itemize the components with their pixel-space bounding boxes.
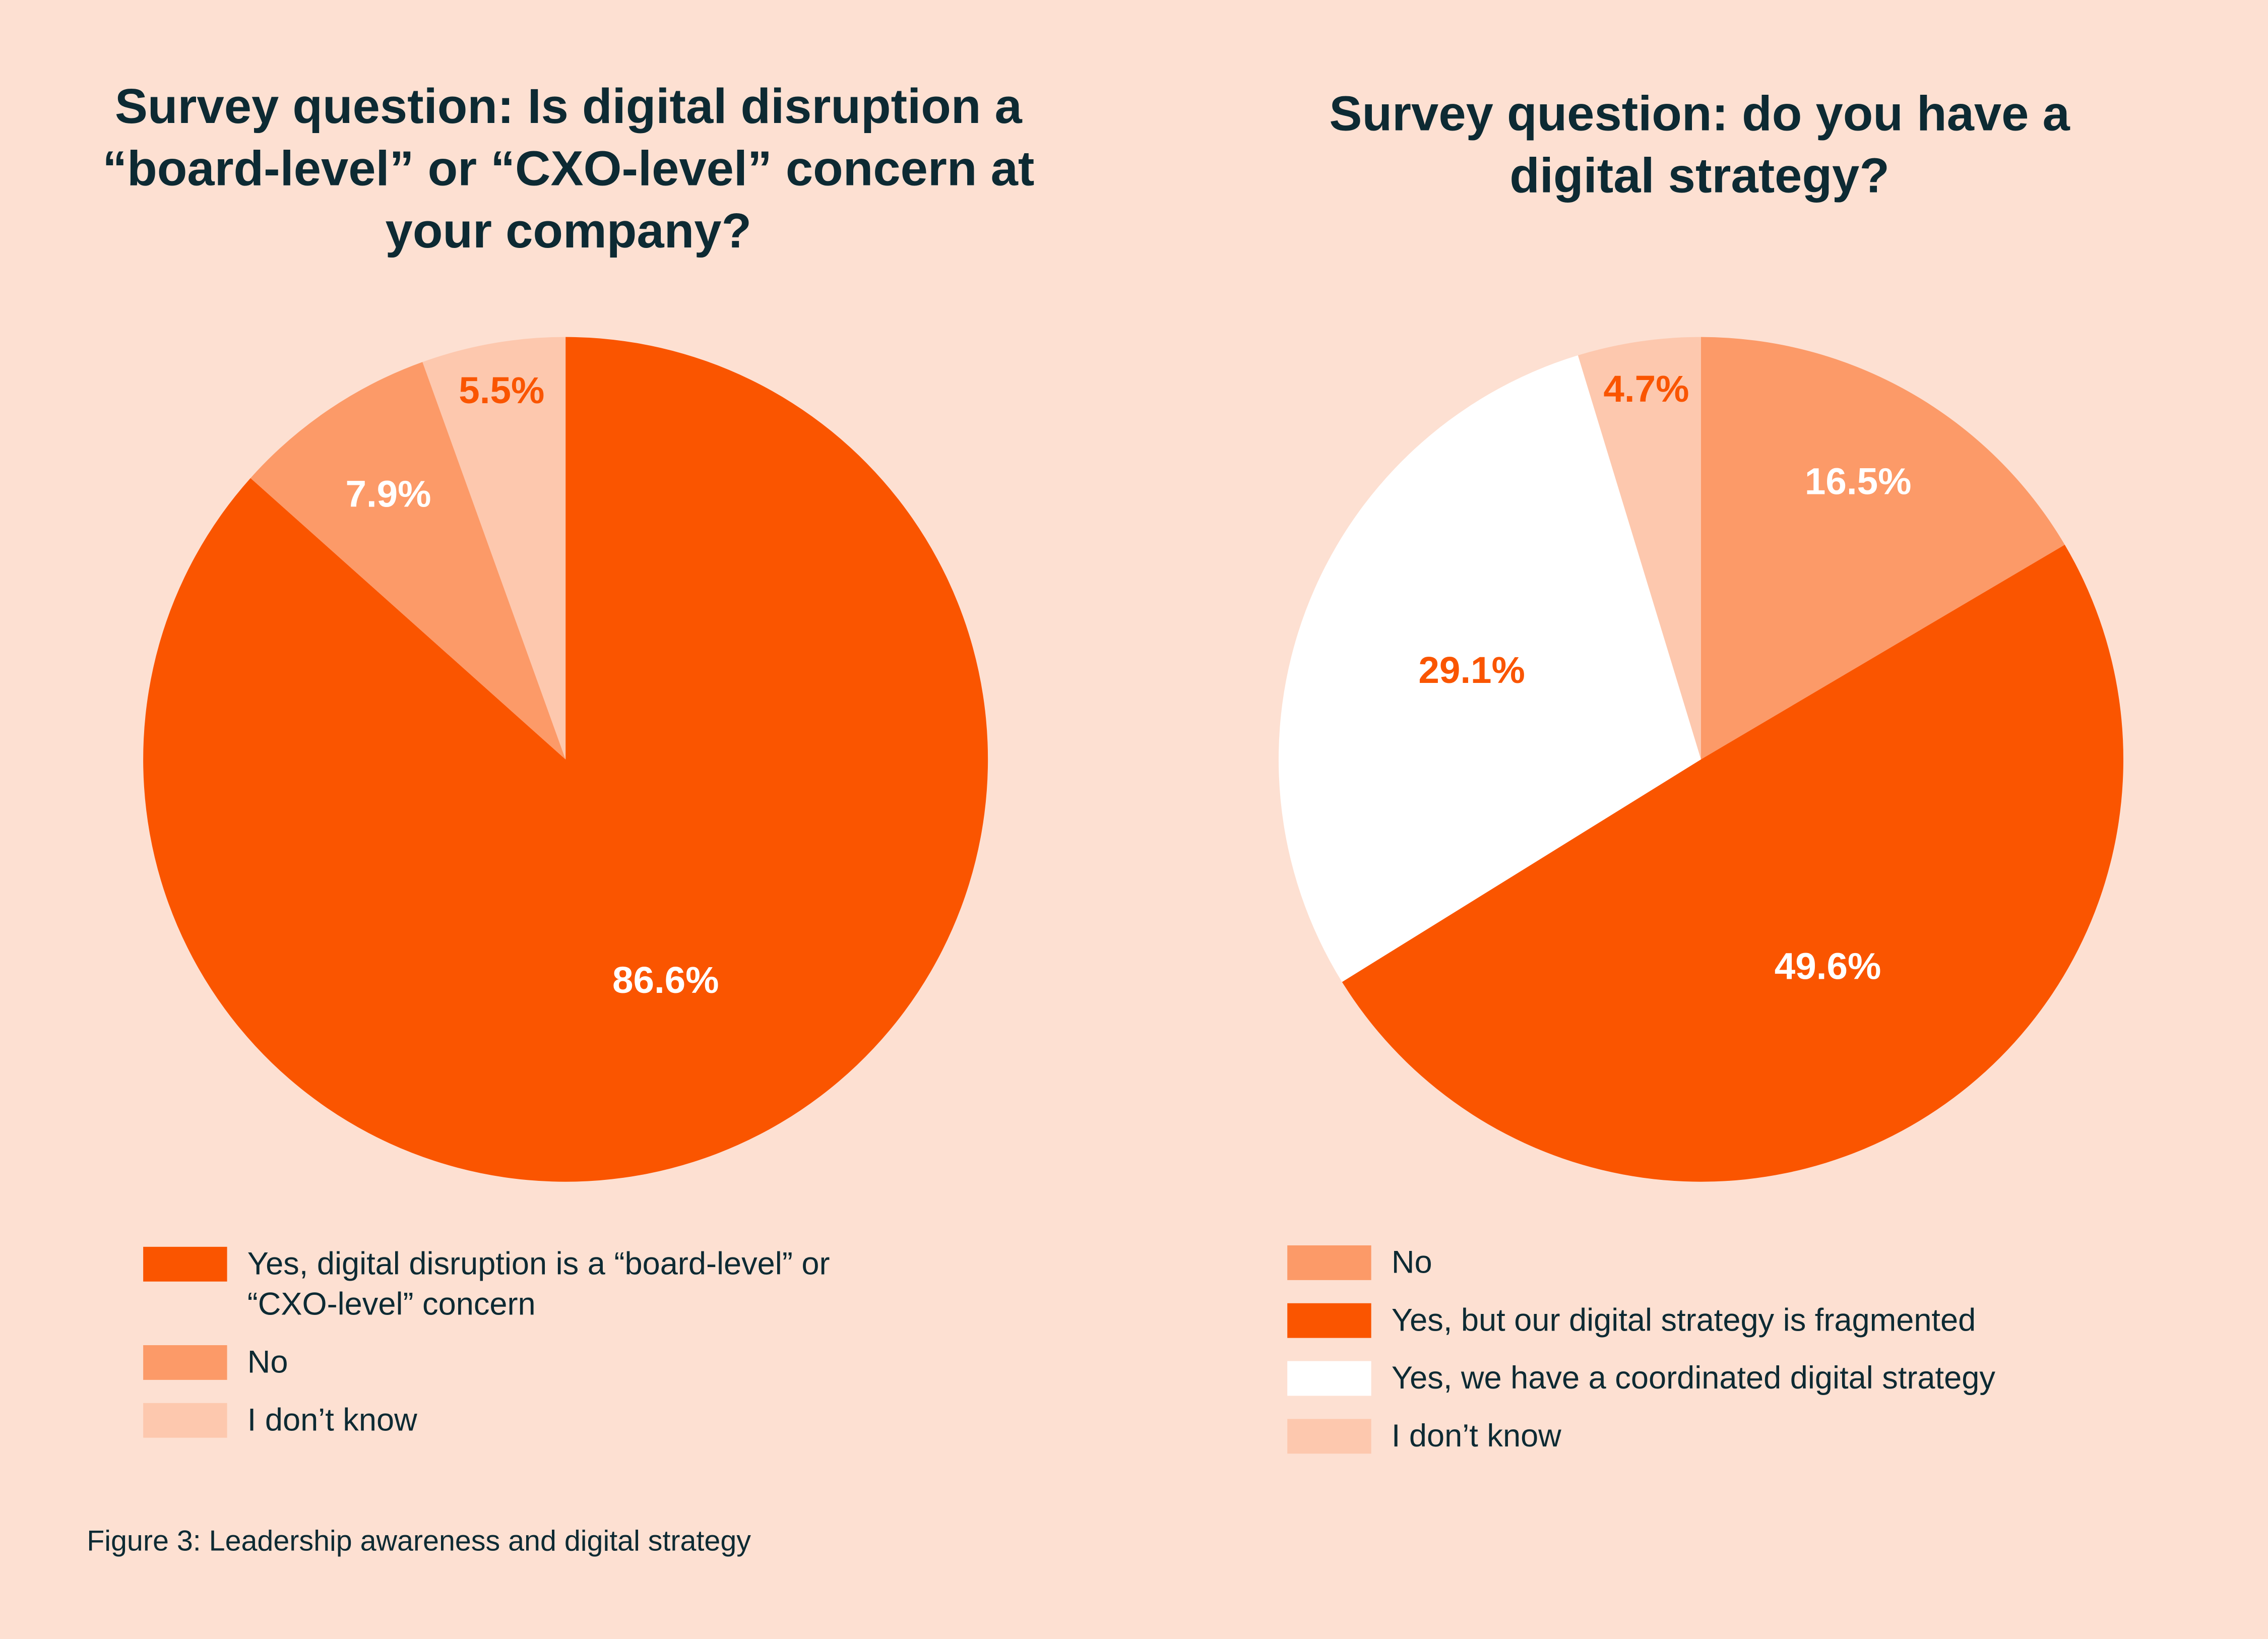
legend: Yes, digital disruption is a “board-leve…	[143, 1245, 924, 1441]
pie-slice	[422, 337, 566, 760]
value-label: 4.7%	[1603, 367, 1689, 410]
pie-slice	[143, 337, 988, 1182]
legend-swatch	[1287, 1303, 1371, 1338]
pie	[143, 337, 988, 1182]
legend-item: No	[1287, 1244, 2213, 1283]
legend-swatch	[1287, 1361, 1371, 1396]
pie	[1278, 337, 2124, 1182]
legend-label: I don’t know	[1391, 1417, 1561, 1454]
legend: No Yes, but our digital strategy is fragm…	[1287, 1244, 2213, 1457]
legend-swatch	[143, 1246, 227, 1282]
legend-swatch	[1287, 1245, 1371, 1280]
value-label: 29.1%	[1418, 649, 1525, 691]
pie-slice	[1278, 355, 1702, 982]
value-label: 49.6%	[1775, 944, 1881, 987]
legend-swatch	[1287, 1419, 1371, 1454]
legend-item: Yes, digital disruption is a “board-leve…	[143, 1245, 924, 1325]
legend-label: No	[247, 1344, 288, 1380]
legend-label: Yes, but our digital strategy is fragmen…	[1391, 1301, 1976, 1338]
pie-slice	[250, 362, 566, 760]
value-label: 5.5%	[459, 369, 544, 411]
caption: Figure 3: Leadership awareness and digit…	[87, 1526, 751, 1558]
chart-title: Survey question: Is digital disruption a…	[102, 79, 1035, 259]
legend-label: Yes, we have a coordinated digital strat…	[1391, 1359, 1995, 1396]
pie-slice	[1342, 544, 2124, 1182]
legend-swatch	[143, 1403, 227, 1438]
legend-label: No	[1391, 1244, 1432, 1280]
value-label: 7.9%	[345, 472, 431, 515]
pie-slice	[1701, 337, 2065, 760]
legend-label: Yes, digital disruption is a “board-leve…	[247, 1245, 830, 1322]
chart-title: Survey question: do you have a digital s…	[1329, 87, 2070, 204]
value-label: 86.6%	[612, 959, 719, 1001]
legend-item: I don’t know	[143, 1401, 924, 1441]
legend-swatch	[143, 1345, 227, 1380]
legend-item: I don’t know	[1287, 1417, 2213, 1457]
legend-item: Yes, we have a coordinated digital strat…	[1287, 1359, 2213, 1399]
pie-slice	[1578, 337, 1702, 760]
legend-item: No	[143, 1344, 924, 1383]
legend-label: I don’t know	[247, 1401, 417, 1438]
legend-item: Yes, but our digital strategy is fragmen…	[1287, 1301, 2213, 1341]
value-label: 16.5%	[1805, 460, 1912, 502]
